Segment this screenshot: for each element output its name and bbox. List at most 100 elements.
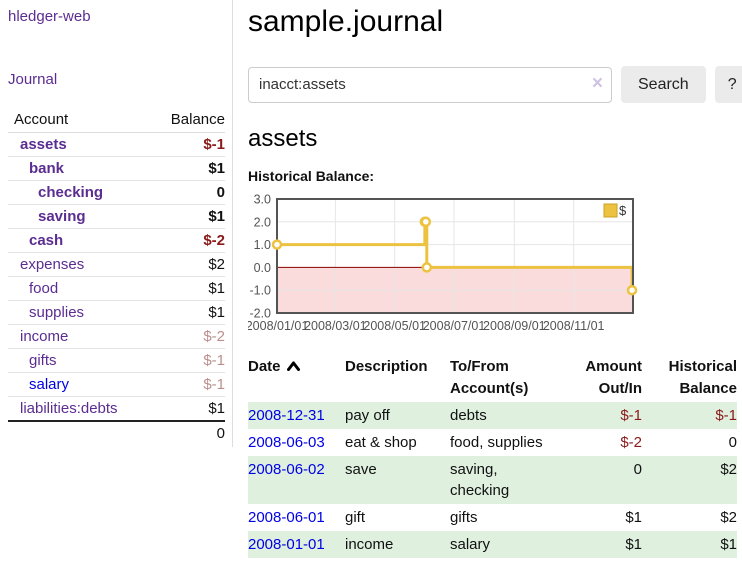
journal-header-balance: Historical Balance [668, 358, 737, 397]
svg-text:2008/01/01: 2008/01/01 [248, 319, 308, 333]
account-balance: $1 [153, 276, 225, 301]
transaction-balance: $1 [720, 535, 737, 553]
account-link-gifts[interactable]: gifts [29, 352, 57, 369]
search-form: × Search ? [248, 66, 742, 103]
account-row: expenses $2 [8, 252, 225, 277]
account-link-expenses[interactable]: expenses [20, 256, 85, 273]
account-link-bank[interactable]: bank [29, 160, 65, 177]
journal-table: Date Description To/From Account(s) Amou… [248, 354, 737, 558]
account-link-checking[interactable]: checking [38, 184, 104, 201]
transaction-date-link[interactable]: 2008-06-03 [248, 433, 325, 451]
account-balance: $-2 [153, 228, 225, 253]
transaction-amount: $-1 [620, 406, 642, 424]
account-link-assets[interactable]: assets [20, 136, 67, 153]
account-row: saving $1 [8, 204, 225, 229]
accounts-table: Account Balance assets $-1 bank $1 checking 0… [8, 108, 225, 445]
transaction-amount: $-2 [620, 433, 642, 451]
help-button[interactable]: ? [714, 66, 742, 103]
account-row: income $-2 [8, 324, 225, 349]
transaction-accounts: gifts [450, 508, 478, 526]
balance-chart-svg: $3.0 2.0 1.0 0.0 -1.0 -2.02008/01/012008/03/0… [246, 193, 638, 333]
svg-text:2008/09/01: 2008/09/01 [483, 319, 546, 333]
account-link-saving[interactable]: saving [38, 208, 86, 225]
transaction-balance: $2 [720, 460, 737, 478]
transaction-row: 2008-06-01 gift gifts $1 $2 [248, 504, 737, 531]
transaction-row: 2008-06-03 eat & shop food, supplies $-2 0 [248, 429, 737, 456]
account-link-cash[interactable]: cash [29, 232, 64, 249]
accounts-header-row: Account Balance [8, 108, 225, 133]
account-row: supplies $1 [8, 300, 225, 325]
transaction-date-link[interactable]: 2008-06-02 [248, 460, 325, 478]
svg-text:2008/07/01: 2008/07/01 [423, 319, 486, 333]
account-balance: $1 [153, 396, 225, 422]
transaction-date-link[interactable]: 2008-06-01 [248, 508, 325, 526]
main-content: sample.journal × Search ? assets Histori… [233, 0, 742, 558]
accounts-header-balance: Balance [153, 108, 225, 133]
account-link-supplies[interactable]: supplies [29, 304, 85, 321]
sort-ascending-icon [286, 361, 300, 371]
page-title: sample.journal [248, 5, 444, 38]
account-link-food[interactable]: food [29, 280, 59, 297]
account-link-liabilities-debts[interactable]: liabilities:debts [20, 400, 118, 417]
account-balance: $1 [153, 204, 225, 229]
sidebar-item-journal[interactable]: Journal [8, 71, 58, 88]
transaction-description: eat & shop [345, 433, 417, 451]
search-input[interactable] [248, 66, 612, 103]
account-row: bank $1 [8, 156, 225, 181]
account-link-income[interactable]: income [20, 328, 69, 345]
account-balance: $-1 [153, 372, 225, 397]
transaction-balance: $2 [720, 508, 737, 526]
transaction-row: 2008-06-02 save saving, checking 0 $2 [248, 455, 737, 504]
transaction-accounts: saving, checking [450, 460, 510, 499]
transaction-amount: 0 [633, 460, 642, 478]
svg-text:-2.0: -2.0 [249, 307, 271, 321]
journal-header-accounts: To/From Account(s) [450, 358, 529, 397]
account-balance: $1 [153, 300, 225, 325]
account-row: food $1 [8, 276, 225, 301]
account-row: assets $-1 [8, 132, 225, 157]
account-row: salary $-1 [8, 372, 225, 397]
journal-header-date-label: Date [248, 358, 281, 375]
account-balance: $-2 [153, 324, 225, 349]
account-link-salary[interactable]: salary [29, 376, 70, 393]
accounts-total-row: 0 [8, 420, 225, 445]
transaction-description: gift [345, 508, 366, 526]
journal-header-row: Date Description To/From Account(s) Amou… [248, 354, 737, 402]
brand-link[interactable]: hledger-web [8, 8, 91, 25]
chart-title: Historical Balance: [248, 168, 375, 184]
svg-text:0.0: 0.0 [254, 261, 271, 275]
transaction-balance: 0 [728, 433, 737, 451]
transaction-row: 2008-12-31 pay off debts $-1 $-1 [248, 401, 737, 429]
svg-text:2008/05/01: 2008/05/01 [363, 319, 426, 333]
transaction-amount: $1 [625, 535, 642, 553]
accounts-total-value: 0 [153, 420, 225, 445]
journal-header-amount: Amount Out/In [585, 358, 642, 397]
account-title: assets [248, 125, 318, 152]
account-balance: $-1 [153, 348, 225, 373]
account-balance: $-1 [153, 132, 225, 157]
account-balance: $2 [153, 252, 225, 277]
journal-header-date[interactable]: Date [248, 354, 345, 402]
transaction-description: income [345, 535, 394, 553]
svg-text:2008/11/01: 2008/11/01 [543, 319, 605, 333]
svg-text:3.0: 3.0 [254, 193, 271, 207]
balance-chart: $3.0 2.0 1.0 0.0 -1.0 -2.0 2008/01/01 2008/03/0… [246, 191, 742, 342]
svg-text:1.0: 1.0 [254, 238, 271, 252]
account-balance: 0 [153, 180, 225, 205]
svg-text:2008/03/01: 2008/03/01 [304, 319, 367, 333]
transaction-accounts: debts [450, 406, 487, 424]
svg-text:-1.0: -1.0 [249, 284, 271, 298]
clear-search-icon[interactable]: × [591, 72, 603, 94]
transaction-date-link[interactable]: 2008-01-01 [248, 535, 325, 553]
transaction-description: pay off [345, 406, 390, 424]
account-row: liabilities:debts $1 [8, 396, 225, 422]
account-row: checking 0 [8, 180, 225, 205]
svg-text:$: $ [619, 203, 627, 218]
account-balance: $1 [153, 156, 225, 181]
journal-header-description: Description [345, 358, 428, 375]
sidebar: hledger-web Journal Account Balance asse… [0, 0, 233, 447]
search-button[interactable]: Search [621, 66, 706, 103]
transaction-accounts: food, supplies [450, 433, 543, 451]
transaction-date-link[interactable]: 2008-12-31 [248, 406, 325, 424]
account-row: cash $-2 [8, 228, 225, 253]
